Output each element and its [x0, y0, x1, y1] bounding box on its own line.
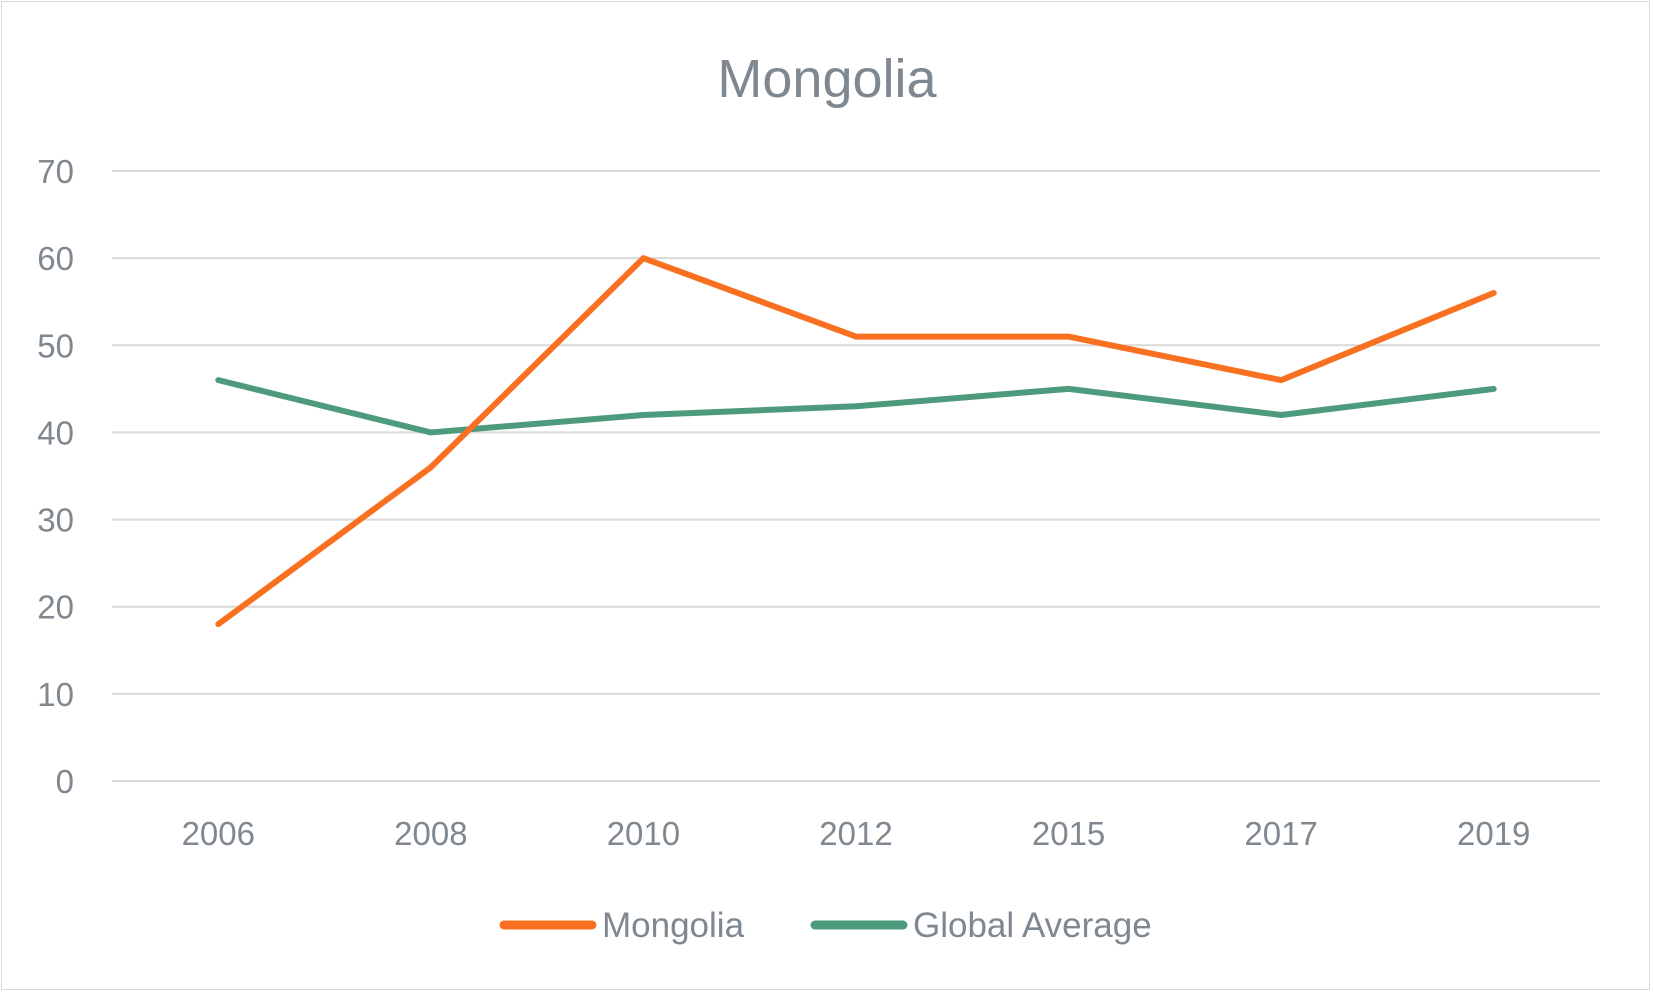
- legend-label: Mongolia: [602, 906, 745, 945]
- y-tick-label: 70: [37, 153, 74, 190]
- y-tick-label: 40: [37, 414, 74, 451]
- y-tick-label: 10: [37, 676, 74, 713]
- series-lines: [215, 255, 1497, 628]
- y-tick-label: 20: [37, 589, 74, 626]
- legend-item-global-average: Global Average: [810, 906, 1152, 945]
- x-tick-label: 2006: [182, 815, 255, 852]
- y-tick-label: 30: [37, 502, 74, 539]
- y-tick-label: 0: [56, 763, 74, 800]
- series-mongolia: [215, 255, 1497, 628]
- legend: Mongolia Global Average: [499, 906, 1152, 945]
- y-tick-label: 50: [37, 327, 74, 364]
- gridlines: [112, 170, 1600, 782]
- x-axis-ticks: 2006 2008 2010 2012 2015 2017 2019: [182, 815, 1531, 852]
- series-global-average: [215, 377, 1497, 436]
- x-tick-label: 2012: [819, 815, 892, 852]
- y-axis-ticks: 0 10 20 30 40 50 60 70: [37, 153, 74, 800]
- x-tick-label: 2019: [1457, 815, 1530, 852]
- x-tick-label: 2017: [1244, 815, 1317, 852]
- legend-label: Global Average: [913, 906, 1152, 945]
- y-tick-label: 60: [37, 240, 74, 277]
- x-tick-label: 2010: [607, 815, 680, 852]
- chart-title: Mongolia: [717, 49, 937, 109]
- series-line: [215, 255, 1497, 628]
- legend-item-mongolia: Mongolia: [499, 906, 745, 945]
- x-tick-label: 2008: [394, 815, 467, 852]
- x-tick-label: 2015: [1032, 815, 1105, 852]
